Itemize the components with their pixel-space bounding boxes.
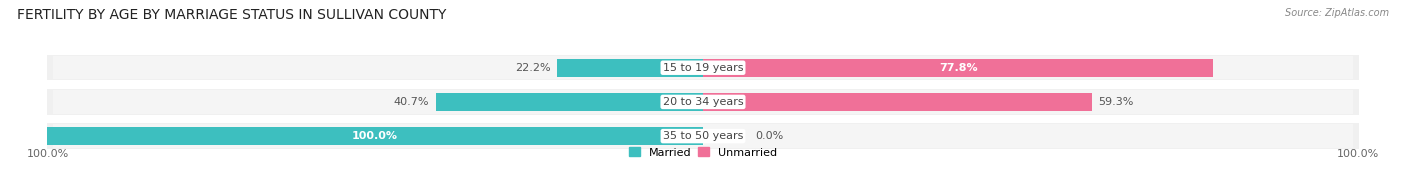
Bar xyxy=(703,59,1213,77)
Text: FERTILITY BY AGE BY MARRIAGE STATUS IN SULLIVAN COUNTY: FERTILITY BY AGE BY MARRIAGE STATUS IN S… xyxy=(17,8,446,22)
Bar xyxy=(46,89,1360,115)
Bar xyxy=(53,90,1353,113)
Text: 100.0%: 100.0% xyxy=(27,149,69,159)
Bar xyxy=(46,123,1360,149)
Bar xyxy=(46,55,1360,80)
Legend: Married, Unmarried: Married, Unmarried xyxy=(628,147,778,158)
Text: 59.3%: 59.3% xyxy=(1098,97,1135,107)
Text: 22.2%: 22.2% xyxy=(515,63,551,73)
Bar xyxy=(46,127,703,145)
Text: 35 to 50 years: 35 to 50 years xyxy=(662,131,744,141)
Bar xyxy=(436,93,703,111)
Bar xyxy=(53,56,1353,79)
Text: 15 to 19 years: 15 to 19 years xyxy=(662,63,744,73)
Text: 77.8%: 77.8% xyxy=(939,63,977,73)
Bar xyxy=(703,93,1092,111)
Text: 20 to 34 years: 20 to 34 years xyxy=(662,97,744,107)
Text: 100.0%: 100.0% xyxy=(352,131,398,141)
Text: 100.0%: 100.0% xyxy=(1337,149,1379,159)
Text: 0.0%: 0.0% xyxy=(755,131,783,141)
Text: Source: ZipAtlas.com: Source: ZipAtlas.com xyxy=(1285,8,1389,18)
Bar xyxy=(53,124,1353,148)
Bar xyxy=(557,59,703,77)
Text: 40.7%: 40.7% xyxy=(394,97,429,107)
